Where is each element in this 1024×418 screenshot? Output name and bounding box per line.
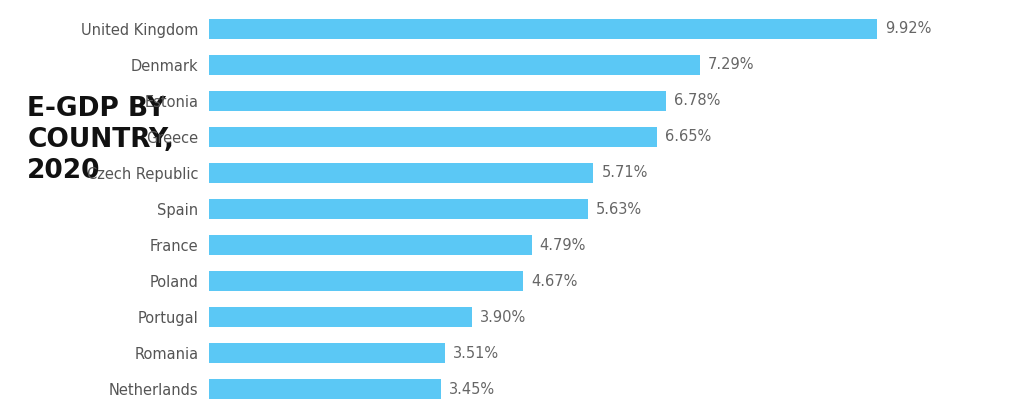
Text: 4.67%: 4.67%	[531, 274, 578, 289]
Text: 5.63%: 5.63%	[596, 201, 642, 217]
Text: 3.45%: 3.45%	[450, 382, 496, 397]
Text: 6.78%: 6.78%	[674, 93, 720, 108]
Text: 7.29%: 7.29%	[708, 57, 755, 72]
Bar	[209, 19, 877, 38]
Text: 5.71%: 5.71%	[601, 166, 648, 181]
Bar	[209, 307, 472, 327]
Bar	[209, 163, 594, 183]
Bar	[209, 235, 531, 255]
Bar	[209, 344, 445, 363]
Text: 4.79%: 4.79%	[540, 237, 586, 252]
Text: 3.51%: 3.51%	[454, 346, 500, 361]
Text: 9.92%: 9.92%	[885, 21, 932, 36]
Text: 6.65%: 6.65%	[665, 129, 711, 144]
Bar	[209, 91, 666, 111]
Bar	[209, 199, 588, 219]
Bar	[209, 55, 699, 74]
Bar	[209, 380, 441, 399]
Text: E-GDP BY
COUNTRY,
2020: E-GDP BY COUNTRY, 2020	[28, 96, 174, 184]
Text: 3.90%: 3.90%	[479, 310, 526, 325]
Bar	[209, 127, 656, 147]
Bar	[209, 271, 523, 291]
